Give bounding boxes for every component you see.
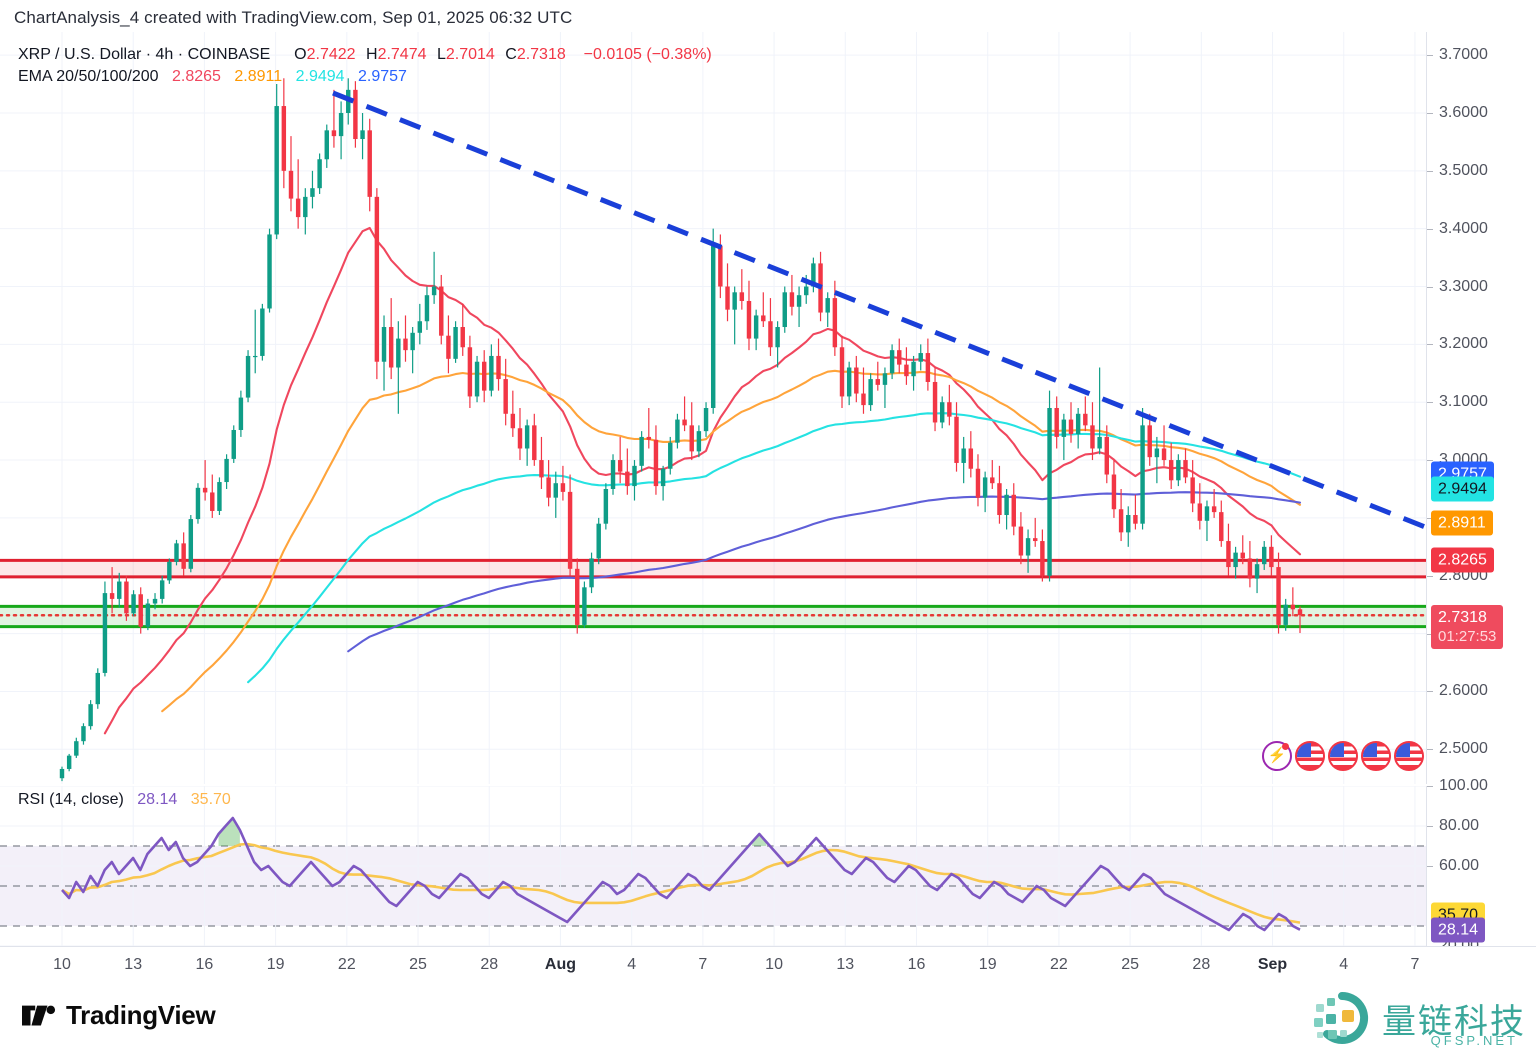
watermark-text: 量链科技 — [1382, 1001, 1526, 1042]
price-tick-label: 3.5000 — [1439, 161, 1488, 179]
time-axis-month-label: Sep — [1257, 956, 1288, 973]
price-tick-mark — [1427, 691, 1433, 693]
price-tick-mark — [1427, 402, 1433, 404]
price-tick-label: 3.2000 — [1439, 335, 1488, 353]
price-tick-label: 3.1000 — [1439, 393, 1488, 411]
time-axis-day-label: 22 — [1050, 956, 1068, 973]
time-axis-day-label: 19 — [266, 956, 285, 973]
economic-events-strip[interactable]: ⚡ — [1262, 741, 1424, 771]
rsi-tick-label: 60.00 — [1439, 857, 1480, 874]
rsi-tick-mark — [1427, 786, 1433, 787]
rsi-tick-label: 80.00 — [1439, 817, 1480, 834]
price-tick-mark — [1427, 228, 1433, 230]
time-scale[interactable]: 10 13 16 19 22 25 28 Aug 4 7 10 13 16 19 22 25 28 Sep 4 7 — [0, 946, 1536, 985]
bar-countdown: 01:27:53 — [1438, 628, 1497, 646]
rsi-value-badge[interactable]: 28.14 — [1431, 917, 1486, 943]
price-tick-mark — [1427, 55, 1433, 57]
economic-event-icon[interactable]: ⚡ — [1262, 741, 1292, 771]
ema100-price-badge[interactable]: 2.9494 — [1431, 476, 1494, 502]
price-tick-mark — [1427, 460, 1433, 462]
tradingview-wordmark: TradingView — [66, 1000, 216, 1030]
price-tick-mark — [1427, 112, 1433, 114]
time-axis-day-label: 10 — [765, 956, 783, 973]
price-tick-mark — [1427, 170, 1433, 172]
price-tick-mark — [1427, 575, 1433, 577]
price-tick-label: 3.3000 — [1439, 277, 1488, 295]
rsi-tick-label: 100.00 — [1439, 777, 1488, 794]
price-tick-mark — [1427, 749, 1433, 751]
price-tick-mark — [1427, 517, 1433, 519]
rsi-tick-mark — [1427, 866, 1433, 867]
time-axis-day-label: 10 — [53, 956, 71, 973]
price-chart-svg — [0, 32, 1428, 784]
site-watermark: 量链科技 QFSP.NET — [1312, 990, 1526, 1048]
price-tick-mark — [1427, 286, 1433, 288]
ema20-price-badge[interactable]: 2.8265 — [1431, 547, 1494, 573]
price-tick-label: 3.7000 — [1439, 46, 1488, 64]
time-axis-day-label: 16 — [907, 956, 926, 973]
time-axis-day-label: 16 — [195, 956, 214, 973]
time-axis-day-label: 13 — [836, 956, 855, 973]
price-tick-mark — [1427, 344, 1433, 346]
price-tick-mark — [1427, 633, 1433, 635]
us-flag-event-icon[interactable] — [1394, 741, 1424, 771]
time-axis-day-label: 25 — [1121, 956, 1140, 973]
time-axis-day-label: 7 — [1410, 956, 1420, 973]
time-axis-day-label: 22 — [337, 956, 356, 973]
time-axis-day-label: 19 — [978, 956, 997, 973]
rsi-tick-mark — [1427, 826, 1433, 827]
price-tick-label: 3.4000 — [1439, 219, 1488, 237]
qfsp-logo-icon — [1314, 991, 1369, 1044]
price-tick-label: 2.6000 — [1439, 682, 1488, 700]
time-axis-day-label: 7 — [698, 956, 708, 973]
attribution-text: ChartAnalysis_4 created with TradingView… — [14, 8, 573, 27]
time-axis-day-label: 4 — [627, 956, 637, 973]
price-chart-pane[interactable] — [0, 32, 1428, 784]
time-axis-month-label: Aug — [544, 956, 577, 973]
tradingview-mark-icon — [22, 1005, 56, 1025]
time-axis-day-label: 28 — [1192, 956, 1211, 973]
last-price-badge[interactable]: 2.7318 01:27:53 — [1431, 605, 1504, 650]
watermark-domain: QFSP.NET — [1430, 1033, 1518, 1048]
rsi-svg — [0, 785, 1426, 947]
price-tick-label: 2.5000 — [1439, 740, 1488, 758]
time-axis-day-label: 25 — [409, 956, 427, 973]
ema50-price-badge[interactable]: 2.8911 — [1431, 510, 1493, 536]
last-price-value: 2.7318 — [1438, 609, 1487, 627]
price-scale[interactable]: 3.7000 3.6000 3.5000 3.4000 3.3000 3.2000 3.10… — [1426, 32, 1536, 784]
us-flag-event-icon[interactable] — [1361, 741, 1391, 771]
time-axis-day-label: 13 — [124, 956, 143, 973]
us-flag-event-icon[interactable] — [1328, 741, 1358, 771]
rsi-pane[interactable] — [0, 785, 1426, 947]
price-tick-label: 3.6000 — [1439, 103, 1488, 121]
time-axis-day-label: 4 — [1339, 956, 1349, 973]
us-flag-event-icon[interactable] — [1295, 741, 1325, 771]
time-axis-day-label: 28 — [480, 956, 499, 973]
tradingview-logo: TradingView — [22, 1000, 216, 1031]
